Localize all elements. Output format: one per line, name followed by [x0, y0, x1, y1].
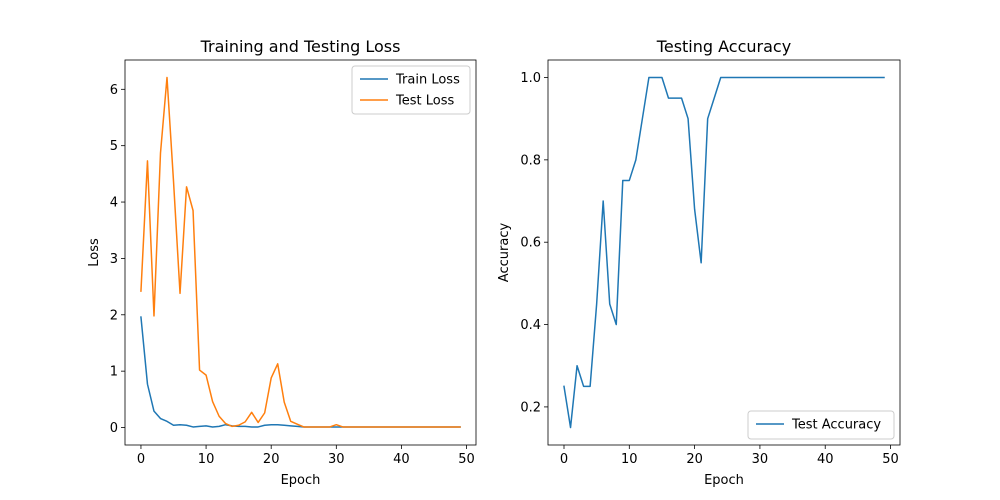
chart-title: Training and Testing Loss: [200, 37, 401, 56]
x-tick-label: 10: [621, 452, 638, 467]
y-tick-label: 0.2: [520, 400, 541, 415]
loss-chart: Training and Testing Loss 0 10 20 30 40 50 0 1 2 3…: [87, 37, 477, 488]
x-tick-label: 30: [752, 452, 769, 467]
legend-label: Test Loss: [395, 94, 454, 109]
y-tick-label: 0: [110, 421, 118, 436]
y-tick-label: 3: [110, 252, 118, 267]
legend-label: Test Accuracy: [791, 418, 881, 433]
accuracy-chart: Testing Accuracy 0 10 20 30 40 50 0.2 0.4 0.6 0.8 1…: [497, 37, 901, 488]
x-tick-label: 40: [393, 452, 410, 467]
y-tick-label: 4: [110, 196, 118, 211]
y-axis-label: Accuracy: [497, 223, 512, 283]
series-line-test-loss: [140, 76, 461, 428]
axes-frame: [547, 59, 901, 446]
y-tick-label: 0.8: [520, 153, 541, 168]
y-tick-label: 2: [110, 308, 118, 323]
x-tick-label: 50: [882, 452, 899, 467]
x-tick-label: 30: [328, 452, 345, 467]
legend: Train Loss Test Loss: [351, 65, 471, 115]
x-axis-label: Epoch: [704, 473, 744, 488]
x-tick-label: 20: [686, 452, 703, 467]
y-tick-label: 1.0: [520, 71, 541, 86]
y-tick-label: 1: [110, 365, 118, 380]
y-tick-label: 0.4: [520, 318, 541, 333]
y-tick-label: 5: [110, 139, 118, 154]
chart-title: Testing Accuracy: [656, 37, 791, 56]
series-line-train-loss: [140, 316, 461, 428]
x-tick-label: 0: [560, 452, 568, 467]
legend: Test Accuracy: [747, 410, 895, 440]
x-tick-label: 0: [137, 452, 145, 467]
axes-frame: [124, 59, 477, 446]
x-tick-label: 50: [458, 452, 475, 467]
legend-box: [351, 65, 471, 115]
y-axis-label: Loss: [87, 238, 102, 267]
x-tick-label: 20: [263, 452, 280, 467]
legend-box: [747, 410, 895, 440]
x-tick-label: 40: [817, 452, 834, 467]
y-tick-label: 6: [110, 83, 118, 98]
y-tick-label: 0.6: [520, 236, 541, 251]
legend-label: Train Loss: [395, 73, 460, 88]
x-tick-label: 10: [198, 452, 215, 467]
x-axis-label: Epoch: [281, 473, 321, 488]
series-line-test-accuracy: [563, 76, 885, 429]
